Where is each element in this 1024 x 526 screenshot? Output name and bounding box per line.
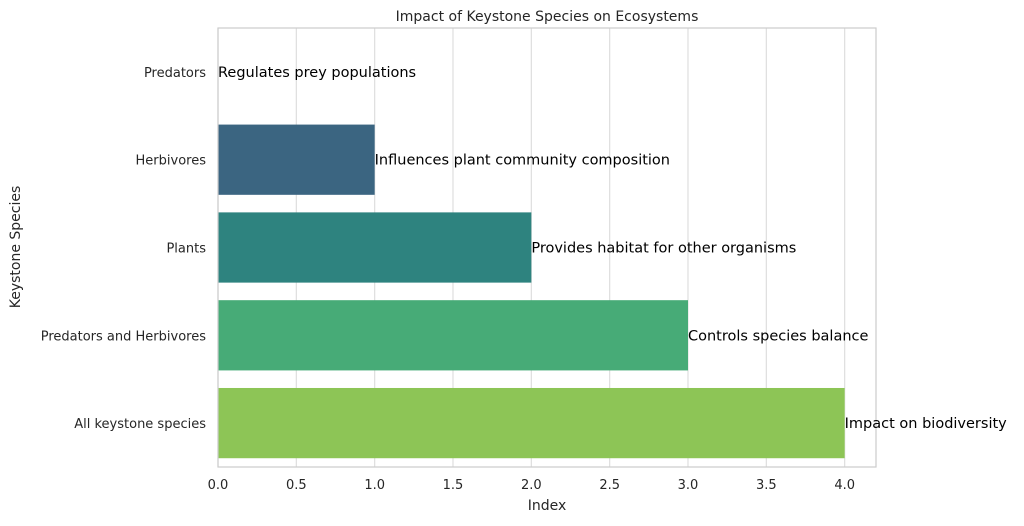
bar (218, 300, 688, 371)
bar (218, 212, 532, 283)
y-tick-label: Plants (166, 242, 206, 257)
y-tick-label: Predators (144, 66, 206, 81)
x-tick-label: 3.0 (678, 478, 699, 493)
x-tick-label: 1.0 (364, 478, 385, 493)
x-tick-label: 1.5 (443, 478, 464, 493)
chart-title: Impact of Keystone Species on Ecosystems (396, 9, 699, 25)
y-axis-label: Keystone Species (8, 186, 24, 309)
bar-annotation: Influences plant community composition (375, 153, 670, 169)
x-tick-label: 0.5 (286, 478, 307, 493)
bar-annotation: Controls species balance (688, 328, 869, 344)
x-axis-label: Index (528, 498, 567, 514)
x-tick-label: 3.5 (756, 478, 777, 493)
x-tick-label: 2.5 (599, 478, 620, 493)
x-tick-label: 4.0 (834, 478, 855, 493)
plot-frame (217, 27, 877, 468)
y-tick-labels: Predators Herbivores Plants Predators and H… (41, 66, 206, 432)
bar (218, 387, 845, 459)
y-tick-label: All keystone species (74, 417, 206, 432)
y-tick-label: Herbivores (136, 154, 207, 169)
x-tick-label: 0.0 (208, 478, 229, 493)
bar-annotation: Regulates prey populations (218, 65, 416, 81)
x-tick-label: 2.0 (521, 478, 542, 493)
bars (218, 124, 845, 459)
bar-annotation: Impact on biodiversity (845, 416, 1007, 432)
bar (218, 124, 375, 195)
x-tick-labels: 0.0 0.5 1.0 1.5 2.0 2.5 3.0 3.5 4.0 (208, 478, 855, 493)
bar-annotations: Regulates prey populations Influences pla… (218, 65, 1007, 432)
y-tick-label: Predators and Herbivores (41, 329, 206, 344)
bar-annotation: Provides habitat for other organisms (531, 241, 796, 257)
